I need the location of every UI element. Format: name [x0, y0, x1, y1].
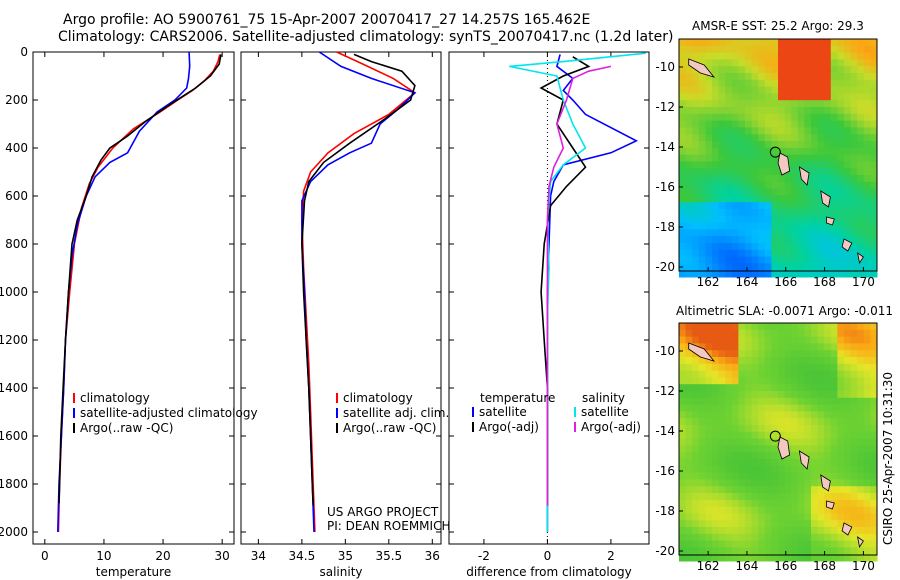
series-line-climatology — [301, 51, 417, 533]
series-line-salinity-satellite — [509, 52, 646, 532]
x-axis-label-temperature: temperature — [96, 565, 171, 579]
float-location-marker — [769, 430, 781, 442]
legend-item-diff-temperature: Argo(-adj) — [479, 420, 539, 434]
y-tick-label: 200 — [5, 93, 28, 107]
island-outline — [777, 436, 791, 460]
island-outline — [820, 474, 831, 492]
legend-item-temperature: Argo(..raw -QC) — [80, 421, 173, 435]
island-outline — [841, 238, 853, 252]
y-tick-label: 1400 — [0, 381, 28, 395]
legend-item-diff-salinity: satellite — [581, 405, 629, 419]
legend-heading-salinity: salinity — [582, 391, 625, 405]
x-tick-label-temperature: 0 — [41, 549, 49, 563]
island-outline — [841, 522, 853, 536]
legend-item-temperature: climatology — [80, 391, 150, 405]
pi-annotation: PI: DEAN ROEMMICH — [327, 519, 450, 533]
series-line-argo-raw-qc- — [58, 54, 222, 504]
legend-heading-temperature: temperature — [480, 391, 555, 405]
map-raster-sst-map — [679, 39, 878, 278]
x-tick-label-salinity: 36 — [425, 549, 440, 563]
x-axis-label-difference: difference from climatology — [466, 565, 632, 579]
axes-frame-difference — [448, 51, 650, 545]
series-line-argo-raw-qc- — [301, 53, 416, 506]
map-y-tick-label: -18 — [655, 220, 675, 234]
map-y-tick-label: -10 — [655, 60, 675, 74]
y-tick-label: 2000 — [0, 525, 28, 539]
legend-item-temperature: satellite-adjusted climatology — [80, 406, 258, 420]
map-y-tick-label: -12 — [655, 384, 675, 398]
island-outline — [826, 500, 835, 510]
y-tick-label: 600 — [5, 189, 28, 203]
axes-frame-salinity — [240, 51, 442, 545]
map-y-tick-label: -20 — [655, 260, 675, 274]
x-tick-label-temperature: 20 — [155, 549, 170, 563]
map-x-tick-label: 164 — [735, 559, 758, 573]
x-tick-label-temperature: 30 — [215, 549, 230, 563]
legend-item-diff-salinity: Argo(-adj) — [581, 420, 641, 434]
map-x-tick-label: 164 — [735, 275, 758, 289]
figure-subtitle: Climatology: CARS2006. Satellite-adjuste… — [58, 29, 674, 45]
legend-item-salinity: satellite adj. clim. — [343, 406, 449, 420]
map-x-tick-label: 170 — [852, 275, 875, 289]
map-x-tick-label: 170 — [852, 559, 875, 573]
x-tick-label-difference: -2 — [478, 549, 490, 563]
map-y-tick-label: -16 — [655, 464, 675, 478]
sla-map-title: Altimetric SLA: -0.0071 Argo: -0.011 — [676, 304, 894, 318]
map-y-tick-label: -16 — [655, 180, 675, 194]
map-y-tick-label: -18 — [655, 504, 675, 518]
island-outline — [857, 536, 864, 549]
figure-title: Argo profile: AO 5900761_75 15-Apr-2007 … — [63, 12, 591, 28]
map-raster-sla-map — [679, 323, 878, 562]
series-line-temperature-argo-adj- — [539, 56, 591, 506]
series-line-temperature-satellite — [546, 54, 639, 532]
map-x-tick-label: 166 — [774, 275, 797, 289]
x-tick-label-salinity: 35.5 — [375, 549, 402, 563]
map-x-tick-label: 168 — [813, 275, 836, 289]
x-tick-label-difference: 2 — [607, 549, 615, 563]
float-location-marker — [769, 146, 781, 158]
map-x-tick-label: 162 — [697, 275, 720, 289]
island-outline — [798, 166, 810, 186]
axes-frame-temperature — [32, 51, 235, 545]
x-tick-label-salinity: 34 — [251, 549, 266, 563]
legend-item-salinity: Argo(..raw -QC) — [343, 421, 436, 435]
y-tick-label: 800 — [5, 237, 28, 251]
map-x-tick-label: 168 — [813, 559, 836, 573]
island-outline — [857, 252, 864, 265]
map-y-tick-label: -14 — [655, 424, 675, 438]
map-y-tick-label: -10 — [655, 344, 675, 358]
x-axis-label-salinity: salinity — [319, 565, 362, 579]
sst-map-title: AMSR-E SST: 25.2 Argo: 29.3 — [692, 19, 864, 33]
y-tick-label: 1000 — [0, 285, 28, 299]
map-y-tick-label: -20 — [655, 544, 675, 558]
map-y-tick-label: -12 — [655, 100, 675, 114]
y-tick-label: 1800 — [0, 477, 28, 491]
legend-item-diff-temperature: satellite — [479, 405, 527, 419]
island-outline — [820, 190, 831, 208]
y-tick-label: 400 — [5, 141, 28, 155]
map-x-tick-label: 166 — [774, 559, 797, 573]
island-outline — [777, 152, 791, 176]
x-tick-label-salinity: 35 — [338, 549, 353, 563]
island-outline — [688, 58, 716, 78]
island-outline — [798, 450, 810, 470]
map-frame-sst-map — [678, 38, 878, 272]
series-line-salinity-argo-adj- — [546, 65, 612, 506]
y-tick-label: 1200 — [0, 333, 28, 347]
map-x-tick-label: 162 — [697, 559, 720, 573]
map-y-tick-label: -14 — [655, 140, 675, 154]
x-tick-label-salinity: 34.5 — [289, 549, 316, 563]
map-frame-sla-map — [678, 322, 878, 556]
legend-item-salinity: climatology — [343, 391, 413, 405]
y-tick-label: 1600 — [0, 429, 28, 443]
island-outline — [826, 216, 835, 226]
x-tick-label-temperature: 10 — [96, 549, 111, 563]
island-outline — [688, 342, 716, 362]
y-tick-label: 0 — [20, 45, 28, 59]
x-tick-label-difference: 0 — [544, 549, 552, 563]
project-annotation: US ARGO PROJECT — [327, 505, 439, 519]
